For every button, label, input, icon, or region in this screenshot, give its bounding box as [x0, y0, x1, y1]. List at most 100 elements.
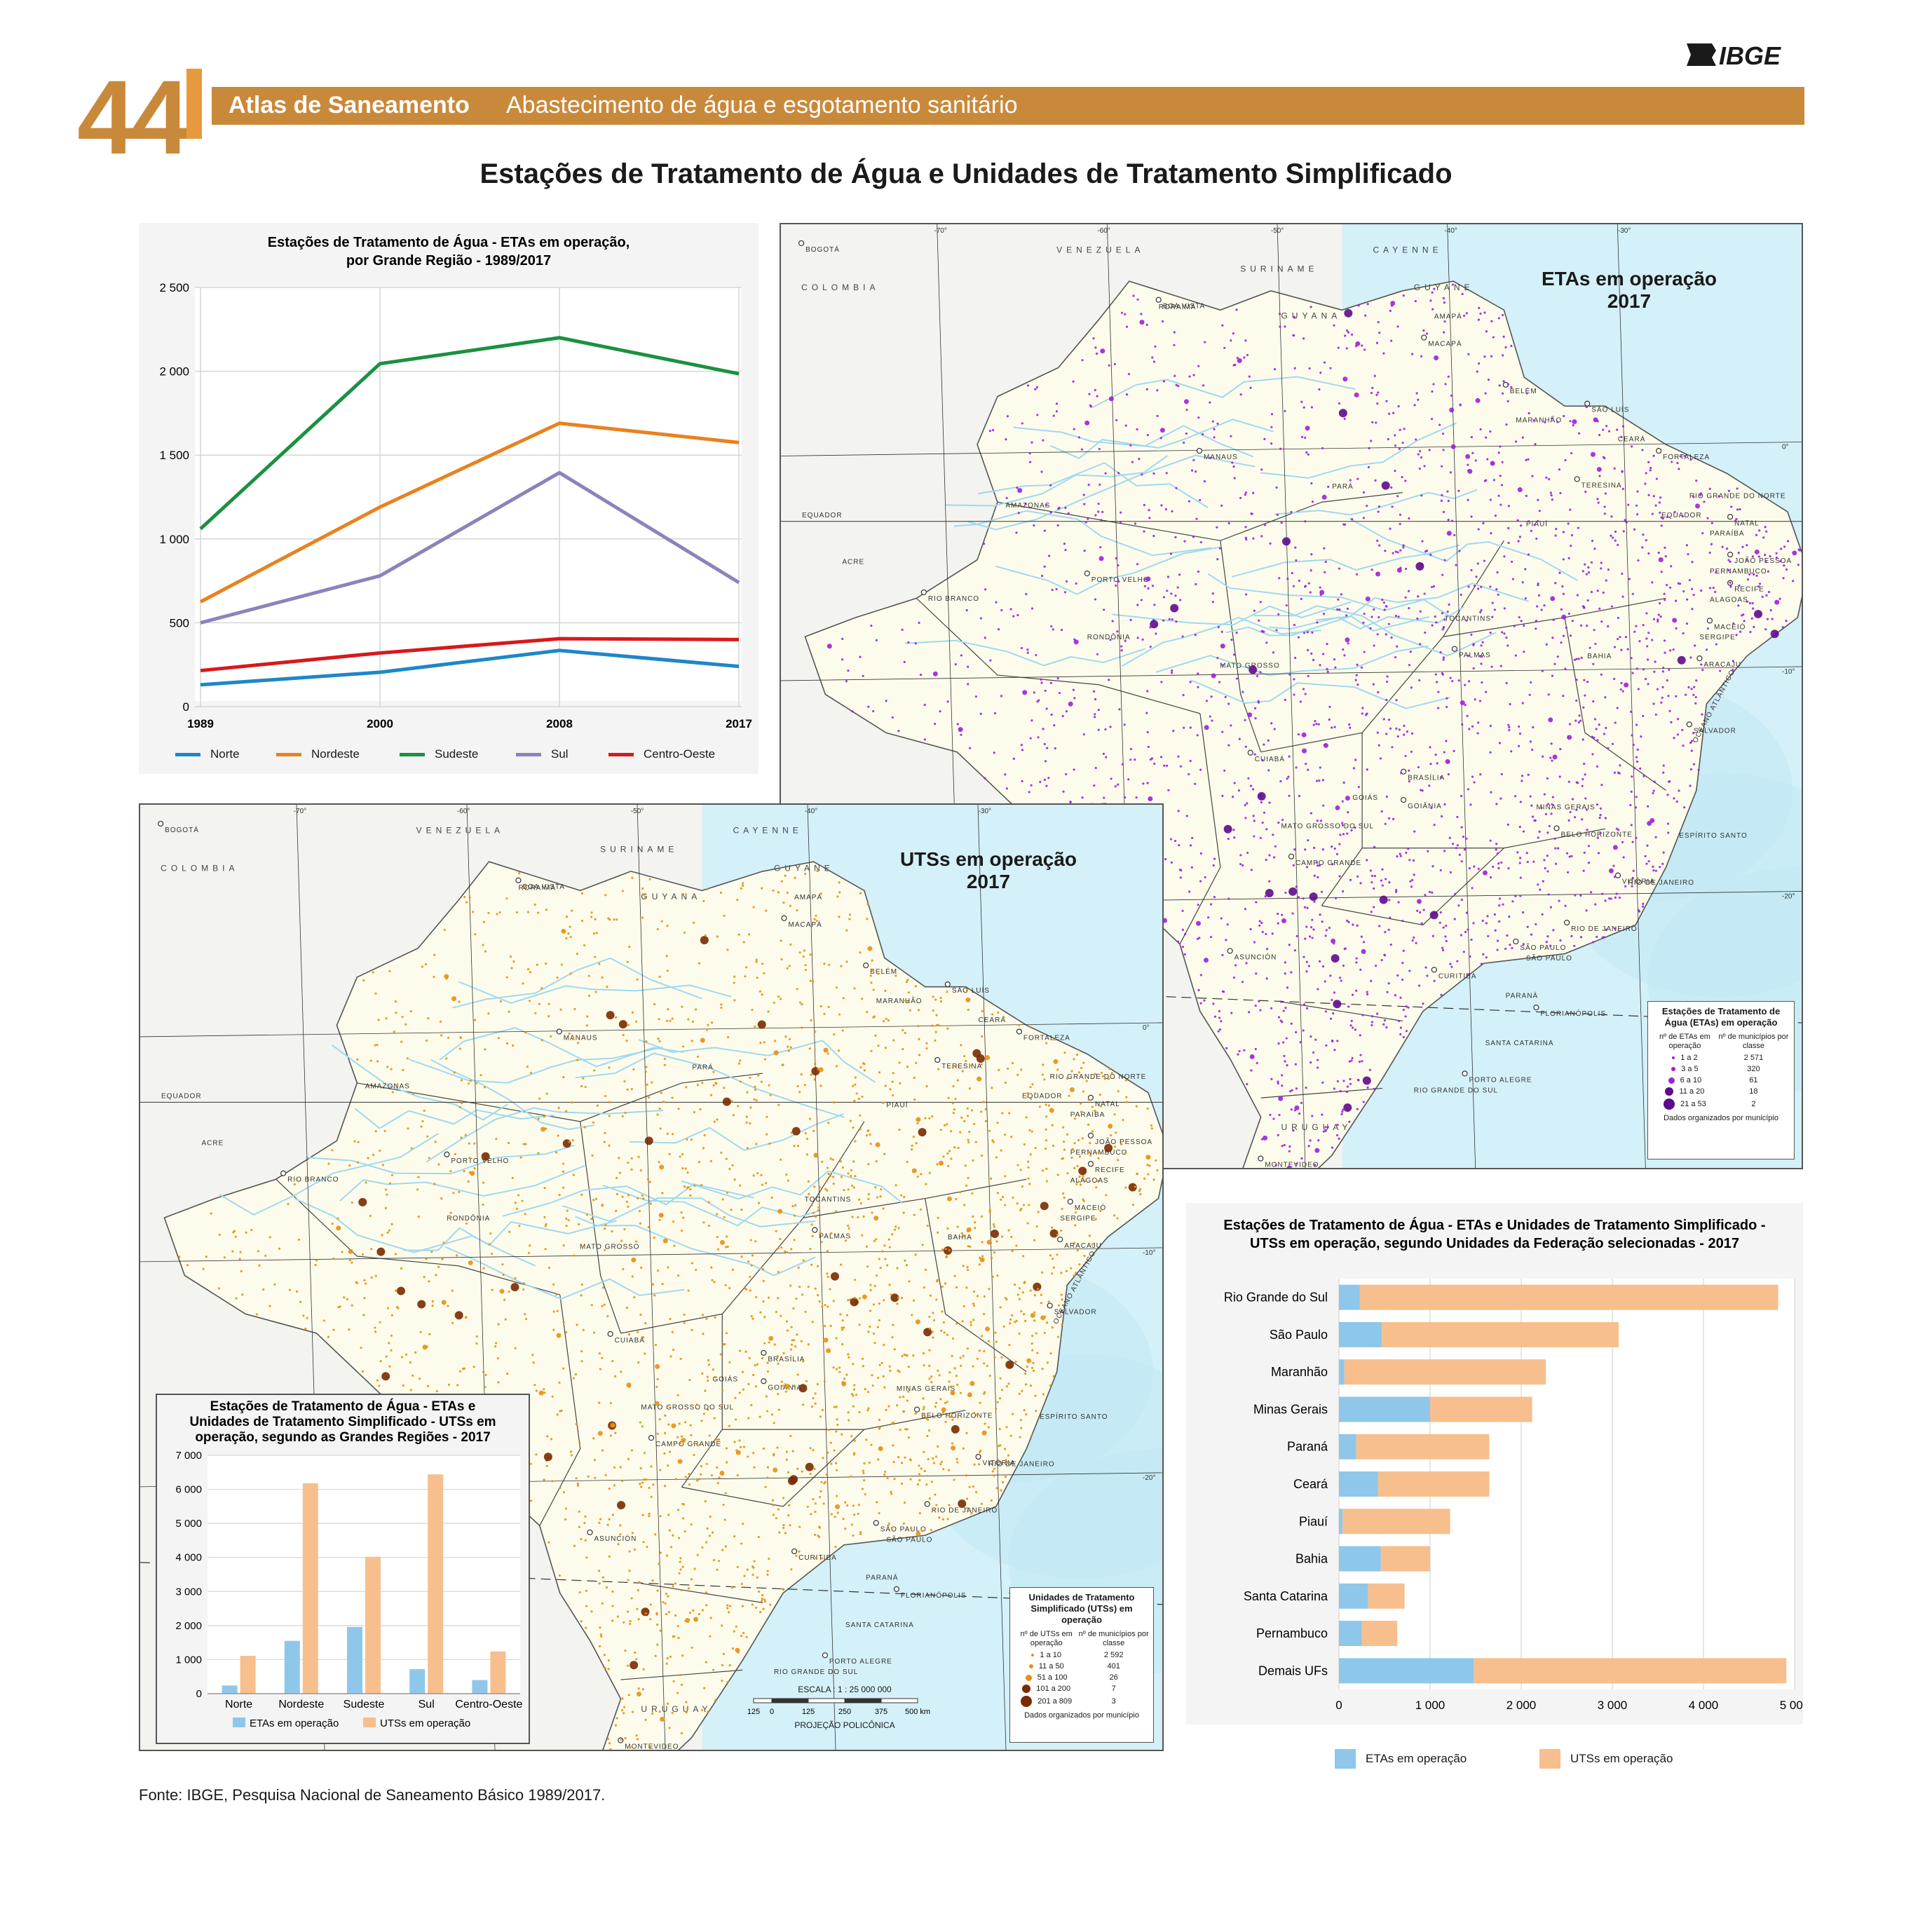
uts-dot [836, 895, 839, 898]
uts-dot [630, 1449, 634, 1452]
eta-dot [1252, 788, 1255, 791]
eta-dot [1328, 718, 1331, 721]
uts-dot [645, 1066, 648, 1068]
eta-graticule-label: -30° [1618, 227, 1631, 235]
uts-dot [733, 1630, 735, 1633]
eta-dot [1497, 451, 1500, 454]
uts-dot [809, 1447, 812, 1450]
line-legend-item: Centro-Oeste [608, 747, 715, 761]
uts-dot [845, 960, 848, 963]
eta-state-border [1220, 540, 1262, 752]
eta-dot [1369, 869, 1372, 872]
uts-dot [935, 1298, 938, 1301]
eta-dot [1399, 522, 1401, 526]
uts-dot [973, 1412, 976, 1415]
uts-dot [658, 1563, 660, 1565]
uts-dot [788, 1504, 791, 1506]
uts-dot [906, 979, 909, 981]
uts-dot [348, 1328, 351, 1331]
uts-dot [845, 1314, 849, 1317]
eta-dot [1274, 845, 1277, 848]
uts-dot [679, 1673, 681, 1677]
eta-dot [1737, 551, 1740, 555]
uts-dot [802, 955, 805, 958]
uts-dot [598, 1582, 601, 1585]
eta-dot [1677, 655, 1686, 665]
eta-dot [1421, 789, 1424, 792]
uts-dot [744, 1287, 747, 1290]
uts-dot [845, 929, 848, 932]
uts-dot [669, 1355, 672, 1358]
eta-map-title: ETAs em operação 2017 [1524, 268, 1734, 313]
uts-dot [931, 1024, 934, 1027]
eta-dot [1631, 885, 1633, 887]
uts-dot [784, 1035, 787, 1038]
uts-dot [1077, 1071, 1081, 1074]
eta-dot [1389, 943, 1392, 946]
eta-dot [1325, 1044, 1328, 1047]
eta-dot [1283, 1054, 1286, 1057]
uts-dot [730, 1586, 734, 1589]
eta-dot [1118, 708, 1121, 711]
eta-dot [1324, 934, 1327, 937]
uts-dot [988, 1129, 991, 1132]
eta-dot [1061, 714, 1064, 718]
eta-river [904, 639, 1145, 667]
eta-river [1013, 425, 1254, 458]
eta-dot [1396, 735, 1399, 738]
eta-dot [1333, 658, 1336, 661]
eta-legend-range: 21 a 53 [1652, 1097, 1717, 1111]
eta-dot [1545, 643, 1548, 646]
uts-dot [494, 1345, 497, 1348]
uts-dot [383, 1129, 386, 1132]
eta-dot [1383, 1019, 1387, 1022]
uts-dot [777, 1362, 780, 1365]
uts-dot [685, 1710, 688, 1714]
uts-dot [980, 1063, 983, 1066]
uts-dot [989, 1241, 993, 1244]
uts-dot [1041, 1367, 1044, 1370]
eta-dot [1306, 631, 1309, 634]
eta-dot [1345, 1090, 1349, 1094]
uts-dot [598, 1352, 601, 1355]
uts-dot [777, 1392, 780, 1396]
uts-dot [851, 1216, 854, 1218]
eta-dot [1442, 626, 1445, 629]
uts-dot [417, 1300, 426, 1309]
eta-legend-dot [1664, 1098, 1675, 1110]
uts-dot [565, 1224, 568, 1227]
uts-dot [824, 1303, 826, 1307]
uts-dot [1076, 1164, 1079, 1168]
uts-state-label: TOCANTINS [805, 1196, 852, 1204]
uts-dot [532, 1361, 535, 1364]
eta-dot [1103, 608, 1106, 611]
uts-dot [766, 1115, 768, 1118]
eta-dot [1592, 700, 1595, 703]
eta-dot [1026, 648, 1029, 651]
eta-dot [1094, 698, 1097, 701]
uts-dot [709, 1159, 712, 1162]
uts-dot [884, 1084, 887, 1087]
eta-dot [1062, 790, 1065, 793]
uts-dot [807, 1285, 810, 1288]
uts-dot [468, 1260, 473, 1265]
uts-dot [558, 1194, 561, 1197]
uts-dot [808, 1117, 812, 1120]
eta-dot [1446, 531, 1452, 536]
eta-dot [1293, 334, 1295, 337]
eta-dot [1657, 620, 1659, 623]
uts-dot [698, 1161, 701, 1164]
uts-dot [552, 1283, 555, 1286]
uts-dot [1056, 1174, 1059, 1176]
eta-dot [841, 637, 844, 640]
uts-dot [907, 1436, 911, 1439]
eta-dot [1277, 1134, 1279, 1136]
uts-dot [690, 1138, 693, 1141]
uts-dot [615, 1209, 618, 1212]
uts-dot [747, 933, 751, 936]
uts-dot [986, 1364, 988, 1367]
uts-dot [780, 939, 782, 942]
uts-dot [765, 1395, 768, 1398]
eta-dot [1501, 631, 1504, 634]
uts-dot [526, 967, 530, 971]
